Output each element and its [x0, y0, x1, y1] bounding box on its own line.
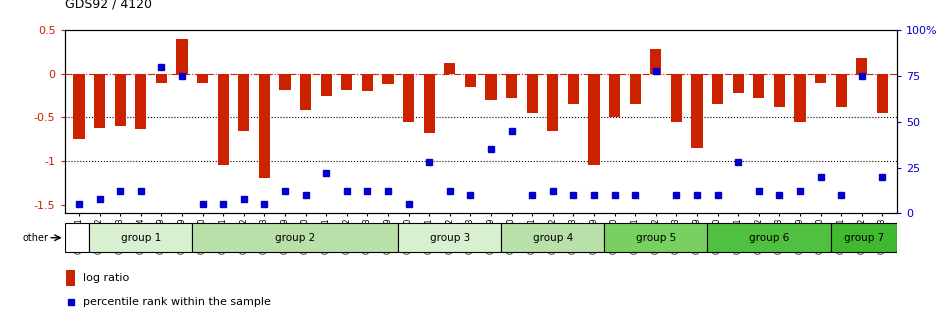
Bar — [877, 74, 888, 113]
Bar — [177, 39, 188, 74]
Bar — [526, 74, 538, 113]
Bar — [197, 74, 208, 83]
Bar — [403, 74, 414, 122]
Bar — [73, 74, 85, 139]
Bar — [708, 223, 831, 252]
Bar — [238, 74, 250, 130]
Bar — [547, 74, 559, 130]
Bar — [609, 74, 620, 118]
Text: group 3: group 3 — [429, 233, 470, 243]
Bar — [650, 49, 661, 74]
Bar — [630, 74, 641, 104]
Bar — [320, 74, 332, 96]
Bar — [135, 74, 146, 129]
Bar — [94, 74, 105, 128]
Bar — [258, 74, 270, 178]
Text: group 1: group 1 — [121, 233, 161, 243]
Text: other: other — [22, 233, 48, 243]
Bar — [794, 74, 806, 122]
Bar — [362, 74, 373, 91]
Bar — [156, 74, 167, 83]
Bar — [218, 74, 229, 165]
Bar — [753, 74, 765, 98]
Bar — [485, 74, 497, 100]
Bar — [465, 74, 476, 87]
Bar — [398, 223, 502, 252]
Bar — [66, 270, 74, 286]
Bar — [341, 74, 352, 89]
Bar — [604, 223, 708, 252]
Text: group 4: group 4 — [533, 233, 573, 243]
Bar — [773, 74, 785, 107]
Bar — [192, 223, 398, 252]
Bar — [89, 223, 192, 252]
Bar — [835, 74, 846, 107]
Bar — [568, 74, 580, 104]
Text: group 7: group 7 — [844, 233, 884, 243]
Text: group 6: group 6 — [749, 233, 789, 243]
Bar — [588, 74, 599, 165]
Bar — [502, 223, 604, 252]
Bar — [279, 74, 291, 89]
Bar — [445, 64, 455, 74]
Bar — [300, 74, 312, 111]
Bar — [856, 58, 867, 74]
Text: group 2: group 2 — [276, 233, 315, 243]
Bar — [65, 223, 89, 252]
Bar — [831, 223, 897, 252]
Bar — [671, 74, 682, 122]
Bar — [382, 74, 393, 84]
Text: percentile rank within the sample: percentile rank within the sample — [83, 297, 271, 307]
Bar — [732, 74, 744, 93]
Bar — [712, 74, 723, 104]
Bar — [506, 74, 517, 98]
Text: GDS92 / 4120: GDS92 / 4120 — [65, 0, 152, 10]
Bar — [815, 74, 826, 83]
Bar — [115, 74, 126, 126]
Bar — [692, 74, 703, 148]
Text: log ratio: log ratio — [83, 273, 129, 283]
Text: group 5: group 5 — [636, 233, 675, 243]
Bar — [424, 74, 435, 133]
